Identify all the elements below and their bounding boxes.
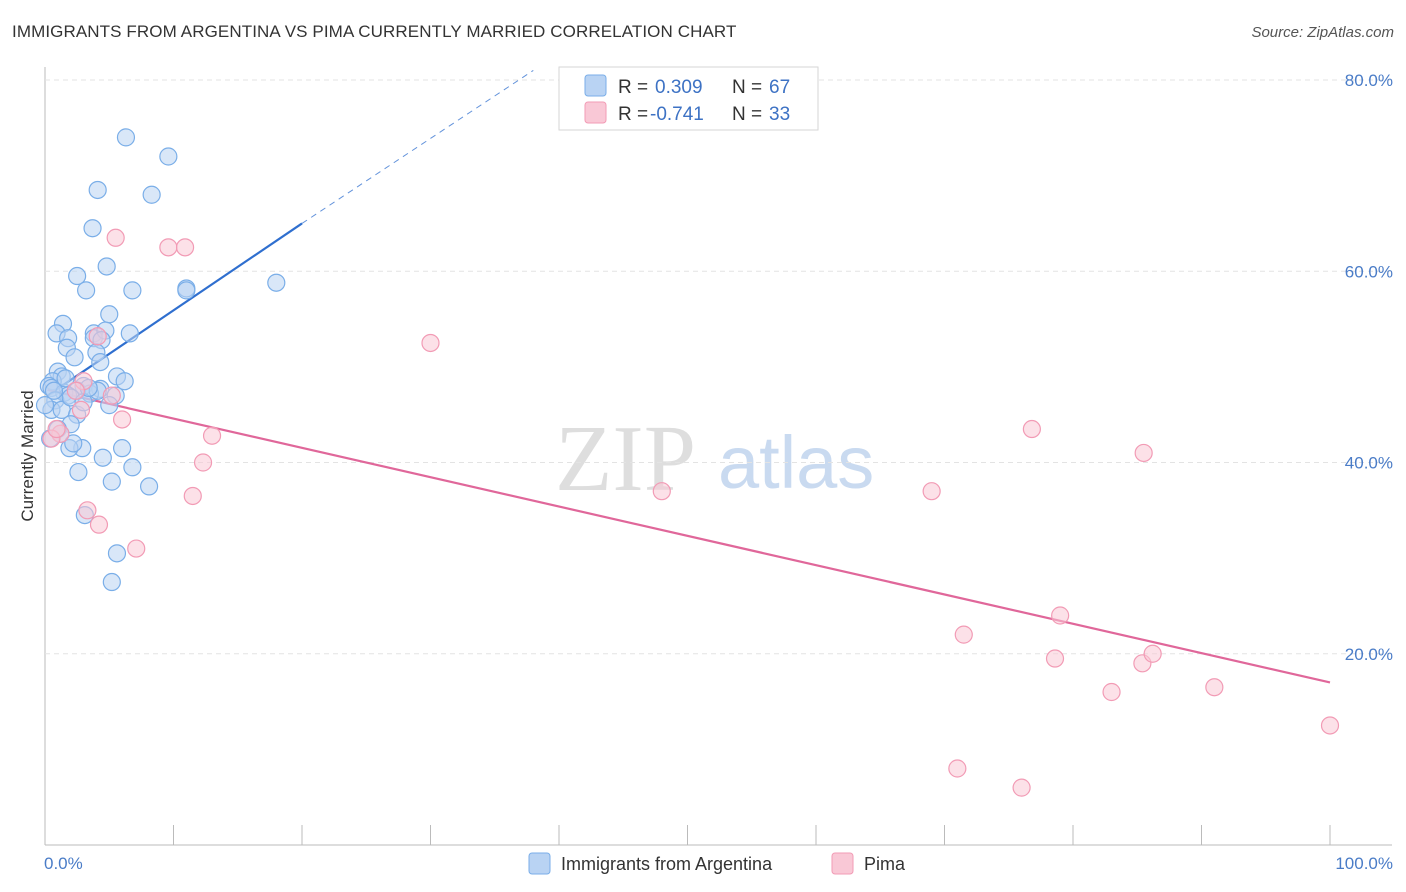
pima-point-15 bbox=[78, 501, 97, 520]
argentina-point-8 bbox=[123, 281, 142, 300]
pima-point-22 bbox=[954, 625, 973, 644]
argentina-point-56 bbox=[102, 572, 121, 592]
y-tick-label-80: 80.0% bbox=[1345, 71, 1393, 90]
legend-r-value-pima: -0.741 bbox=[650, 104, 704, 125]
pima-point-31 bbox=[1012, 778, 1031, 797]
pima-point-13 bbox=[193, 453, 213, 472]
argentina-point-19 bbox=[120, 324, 139, 343]
legend-swatch-pima bbox=[584, 101, 607, 124]
bottom-legend-label-pima: Pima bbox=[864, 854, 906, 874]
pima-point-29 bbox=[1320, 716, 1340, 735]
argentina-point-4 bbox=[83, 219, 102, 238]
pima-point-3 bbox=[421, 333, 440, 353]
y-tick-label-20: 20.0% bbox=[1345, 645, 1393, 664]
legend-n-value-pima: 33 bbox=[769, 104, 790, 125]
argentina-point-12 bbox=[100, 305, 119, 324]
argentina-point-50 bbox=[123, 458, 142, 477]
argentina-point-65 bbox=[56, 369, 75, 388]
argentina-point-3 bbox=[142, 185, 161, 204]
pima-point-14 bbox=[183, 486, 202, 506]
argentina-point-52 bbox=[102, 472, 121, 491]
pima-point-1 bbox=[159, 238, 178, 257]
argentina-point-11 bbox=[267, 273, 286, 292]
legend-n-label-argentina: N = bbox=[732, 77, 762, 98]
pima-point-32 bbox=[47, 419, 66, 439]
pima-point-26 bbox=[1143, 644, 1162, 663]
argentina-point-53 bbox=[139, 477, 159, 496]
pima-point-21 bbox=[1134, 443, 1153, 463]
argentina-point-64 bbox=[44, 381, 64, 400]
trendline-1 bbox=[47, 388, 1331, 684]
pima-point-9 bbox=[112, 410, 132, 429]
bottom-legend: Immigrants from Argentina Pima bbox=[528, 852, 906, 875]
y-axis-label: Currently Married bbox=[18, 390, 37, 521]
legend-r-label-argentina: R = bbox=[618, 77, 648, 98]
argentina-point-63 bbox=[64, 434, 83, 453]
pima-point-2 bbox=[175, 238, 195, 257]
bottom-legend-label-argentina: Immigrants from Argentina bbox=[561, 854, 773, 874]
pima-point-27 bbox=[1102, 682, 1121, 702]
argentina-point-7 bbox=[77, 281, 96, 300]
pima-point-16 bbox=[89, 515, 109, 534]
y-tick-label-40: 40.0% bbox=[1345, 454, 1393, 473]
argentina-point-10 bbox=[177, 281, 196, 300]
pima-point-12 bbox=[202, 426, 222, 445]
argentina-point-1 bbox=[159, 147, 178, 166]
legend-swatch-argentina bbox=[584, 74, 607, 97]
legend-r-value-argentina: 0.309 bbox=[655, 77, 703, 98]
argentina-point-62 bbox=[115, 372, 134, 391]
pima-point-18 bbox=[652, 482, 671, 501]
pima-point-28 bbox=[1205, 678, 1224, 697]
pima-point-7 bbox=[102, 386, 121, 405]
watermark-zip: ZIP bbox=[555, 407, 696, 511]
argentina-point-6 bbox=[68, 266, 87, 286]
legend-n-label-pima: N = bbox=[732, 104, 762, 125]
trendline-extension-0 bbox=[301, 70, 534, 224]
argentina-point-49 bbox=[93, 448, 112, 467]
pima-point-19 bbox=[922, 482, 941, 501]
y-tick-label-60: 60.0% bbox=[1345, 262, 1393, 281]
x-tick-label-0: 0.0% bbox=[44, 854, 83, 873]
argentina-point-2 bbox=[88, 180, 107, 200]
argentina-point-24 bbox=[91, 352, 110, 372]
pima-point-23 bbox=[1051, 606, 1070, 625]
argentina-point-55 bbox=[107, 544, 127, 563]
trendline-0 bbox=[46, 222, 303, 397]
argentina-point-51 bbox=[69, 462, 88, 482]
argentina-point-48 bbox=[112, 439, 132, 458]
legend-n-value-argentina: 67 bbox=[769, 77, 790, 98]
chart-title: IMMIGRANTS FROM ARGENTINA VS PIMA CURREN… bbox=[12, 22, 737, 41]
pima-point-17 bbox=[127, 539, 146, 558]
pima-point-20 bbox=[1022, 419, 1041, 439]
argentina-point-5 bbox=[97, 257, 116, 276]
top-legend: R = 0.309 N = 67 R = -0.741 N = 33 bbox=[558, 66, 819, 131]
pima-point-8 bbox=[71, 400, 91, 420]
argentina-point-57 bbox=[35, 396, 55, 415]
pima-point-24 bbox=[1045, 649, 1065, 668]
pima-point-6 bbox=[66, 381, 85, 400]
bottom-legend-swatch-argentina bbox=[528, 852, 551, 875]
legend-r-label-pima: R = bbox=[618, 104, 648, 125]
bottom-legend-swatch-pima bbox=[831, 852, 854, 875]
pima-point-4 bbox=[88, 327, 107, 346]
chart-source: Source: ZipAtlas.com bbox=[1251, 24, 1394, 41]
pima-point-0 bbox=[106, 228, 125, 247]
x-tick-label-100: 100.0% bbox=[1335, 854, 1393, 873]
pima-point-30 bbox=[948, 759, 967, 778]
argentina-point-23 bbox=[65, 348, 84, 367]
argentina-point-0 bbox=[116, 128, 136, 147]
